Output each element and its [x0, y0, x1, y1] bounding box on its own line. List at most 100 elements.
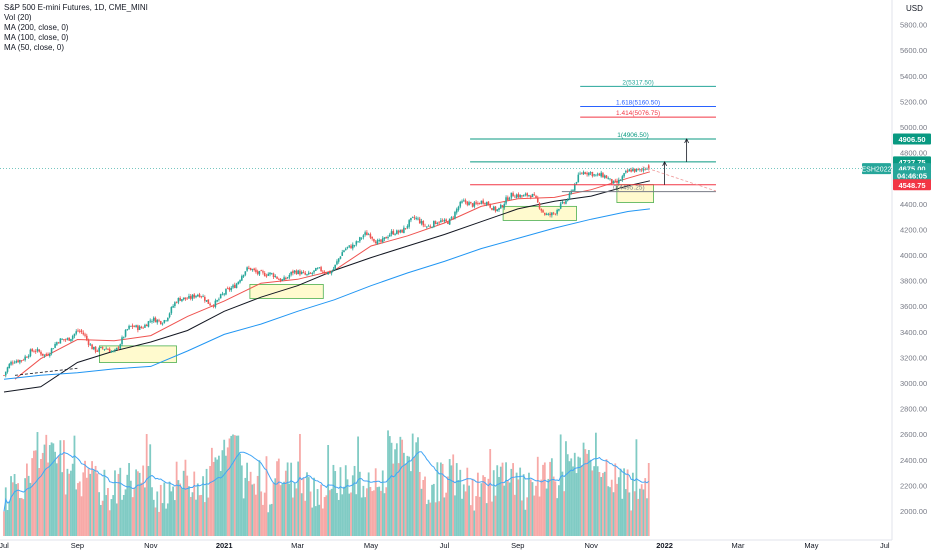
candle-body	[258, 271, 261, 275]
volume-bar	[272, 482, 275, 536]
candle-body	[628, 169, 631, 172]
volume-bar	[635, 439, 638, 536]
candle-body	[295, 270, 298, 275]
candle-body	[436, 223, 439, 224]
candle-body	[484, 203, 486, 205]
candle-body	[588, 172, 590, 176]
candle-body	[20, 360, 23, 362]
candle-body	[122, 336, 125, 338]
volume-bar	[119, 467, 122, 536]
candle-body	[232, 285, 234, 288]
candle-body	[551, 212, 553, 216]
volume-bar	[360, 497, 363, 536]
candle-body	[285, 277, 287, 280]
candle-body	[561, 201, 564, 204]
candle-body	[441, 220, 444, 222]
volume-bar	[594, 432, 597, 536]
volume-bar	[91, 461, 93, 536]
price-tick-label: 5400.00	[900, 72, 927, 81]
volume-bar	[473, 510, 476, 536]
volume-bar	[11, 482, 14, 536]
chart-title: S&P 500 E-mini Futures, 1D, CME_MINI	[4, 3, 148, 12]
candle-body	[359, 237, 361, 242]
volume-bar	[89, 473, 92, 536]
volume-bar	[554, 481, 557, 536]
candle-body	[219, 294, 222, 299]
volume-bar	[246, 462, 249, 536]
volume-bar	[579, 457, 581, 536]
symbol-badge[interactable]	[862, 163, 891, 175]
volume-bar	[78, 481, 81, 536]
candle-body	[619, 180, 622, 181]
volume-bar	[401, 439, 404, 536]
volume-bar	[61, 472, 64, 536]
volume-bar	[439, 462, 442, 536]
volume-bar	[431, 484, 433, 536]
candle-body	[64, 339, 67, 341]
volume-bar	[173, 500, 176, 536]
volume-bar	[33, 450, 35, 536]
volume-bar	[48, 445, 51, 536]
volume-bar	[351, 475, 354, 536]
candle-body	[582, 171, 585, 175]
candle-body	[211, 305, 213, 307]
price-badge[interactable]	[893, 133, 931, 145]
candle-body	[531, 194, 534, 197]
volume-bar	[572, 466, 574, 536]
volume-bar	[126, 474, 129, 536]
volume-bar	[561, 471, 564, 536]
volume-bar	[558, 485, 560, 536]
candle-body	[410, 217, 412, 221]
candle-body	[452, 217, 455, 219]
candle-body	[248, 267, 250, 269]
candle-body	[276, 276, 278, 279]
volume-bar	[82, 472, 85, 536]
candle-body	[614, 180, 617, 182]
volume-bar	[219, 470, 222, 536]
price-badge[interactable]	[893, 170, 931, 182]
candle-body	[403, 227, 405, 233]
volume-bar	[114, 470, 116, 536]
price-badge[interactable]	[893, 179, 931, 191]
candle-body	[450, 217, 453, 219]
candle-body	[464, 200, 467, 203]
volume-bar	[321, 508, 324, 536]
volume-bar	[309, 491, 312, 536]
volume-bar	[244, 477, 247, 536]
candle-body	[568, 193, 571, 199]
volume-bar	[547, 478, 550, 536]
volume-bar	[45, 434, 48, 536]
volume-bar	[182, 470, 185, 536]
price-tick-label: 3000.00	[900, 379, 927, 388]
volume-bar	[371, 491, 374, 536]
price-tick-label: 4400.00	[900, 200, 927, 209]
volume-bar	[288, 483, 291, 536]
candle-body	[138, 326, 141, 330]
candle-body	[186, 298, 189, 300]
candle-body	[300, 271, 303, 275]
volume-bar	[232, 434, 234, 536]
volume-bar	[505, 462, 507, 536]
candle-body	[475, 202, 477, 204]
candle-body	[221, 293, 224, 295]
candle-body	[330, 271, 333, 274]
candle-body	[101, 347, 104, 349]
volume-bar	[512, 463, 515, 536]
candle-body	[286, 277, 289, 279]
candle-body	[524, 193, 527, 195]
candle-body	[103, 349, 106, 350]
volume-bar	[348, 493, 351, 536]
candle-body	[394, 234, 396, 235]
candle-body	[635, 169, 638, 172]
volume-ma-line	[3, 451, 650, 512]
volume-bar	[145, 434, 148, 536]
volume-bar	[80, 496, 83, 536]
candle-body	[168, 313, 171, 318]
volume-bar	[108, 510, 111, 536]
candle-body	[105, 348, 107, 350]
candle-body	[225, 289, 227, 295]
candle-body	[522, 195, 525, 197]
volume-bar	[617, 477, 620, 536]
